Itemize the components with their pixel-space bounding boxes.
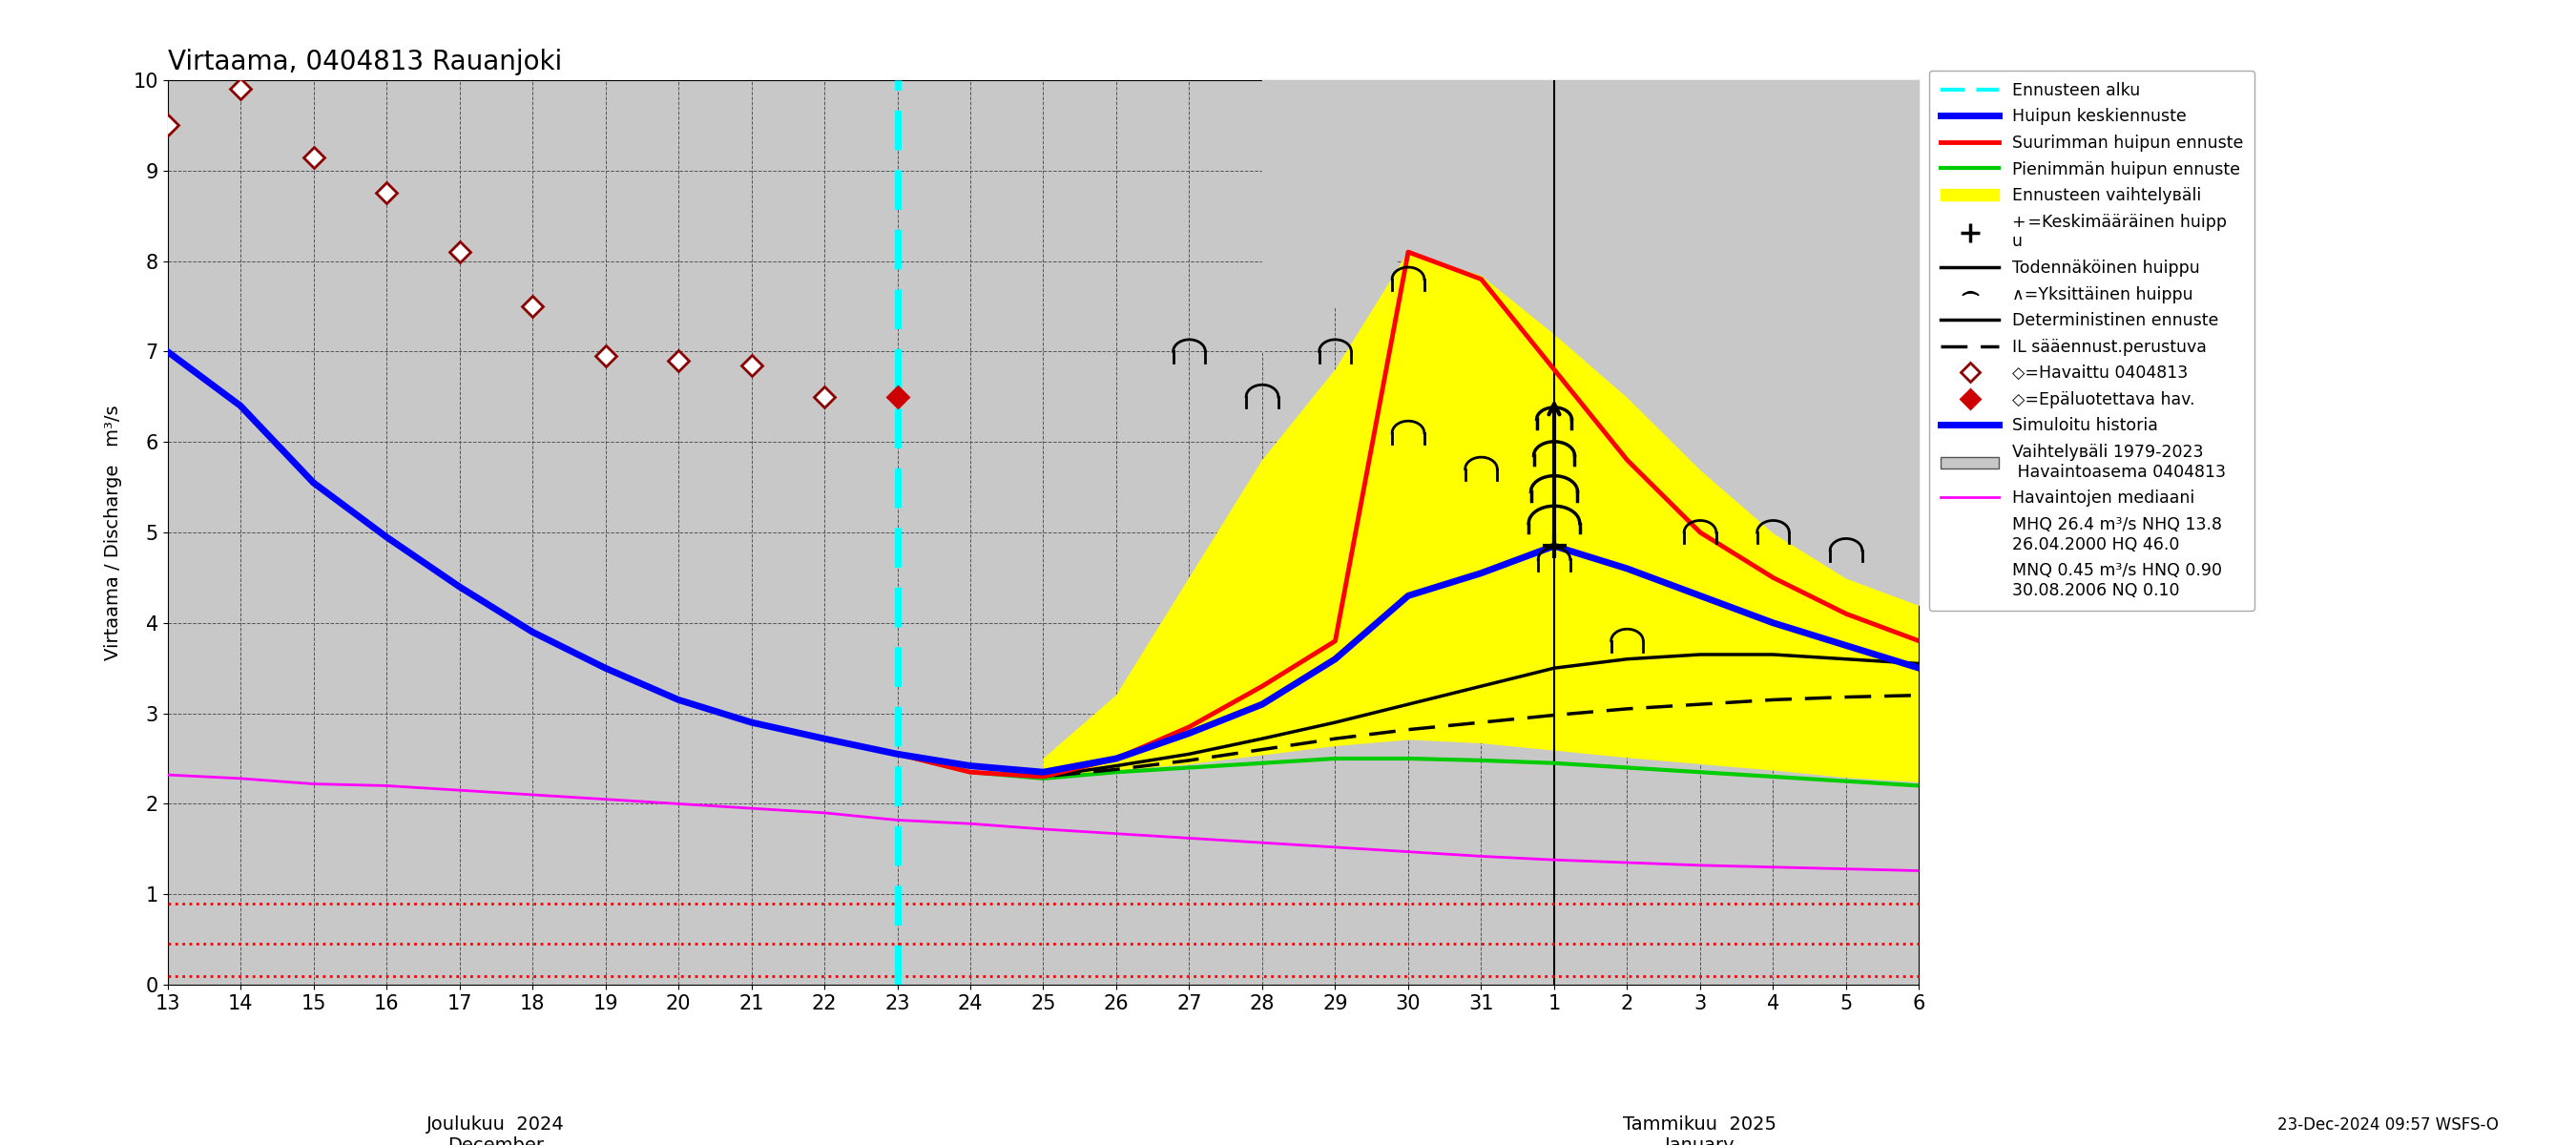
Text: Joulukuu  2024
December: Joulukuu 2024 December: [428, 1116, 564, 1145]
Text: Virtaama, 0404813 Rauanjoki: Virtaama, 0404813 Rauanjoki: [167, 48, 562, 76]
Y-axis label: Virtaama / Discharge   m³/s: Virtaama / Discharge m³/s: [103, 404, 121, 661]
Legend: Ennusteen alku, Huipun keskiennuste, Suurimman huipun ennuste, Pienimmän huipun : Ennusteen alku, Huipun keskiennuste, Suu…: [1929, 70, 2254, 610]
Text: 23-Dec-2024 09:57 WSFS-O: 23-Dec-2024 09:57 WSFS-O: [2277, 1116, 2499, 1134]
Text: Tammikuu  2025
January: Tammikuu 2025 January: [1623, 1116, 1777, 1145]
